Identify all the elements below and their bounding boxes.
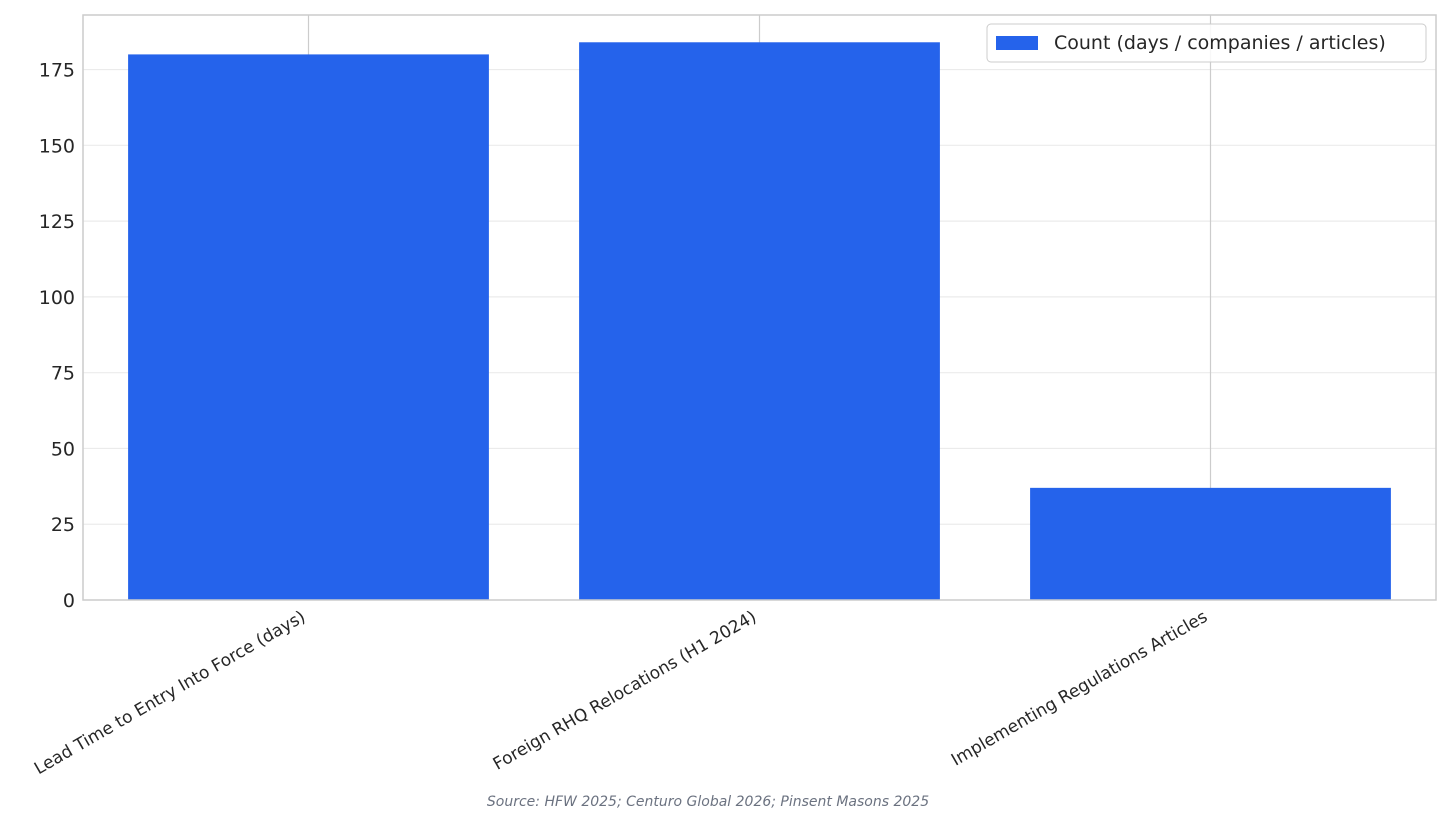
legend: Count (days / companies / articles) <box>986 23 1427 63</box>
legend-swatch <box>996 36 1038 50</box>
y-tick-label: 100 <box>39 287 75 309</box>
y-tick-label: 125 <box>39 211 75 233</box>
y-tick-label: 25 <box>51 514 75 536</box>
y-axis-ticks: 0 25 50 75 100 125 150 175 <box>39 60 75 612</box>
legend-label: Count (days / companies / articles) <box>1054 32 1386 54</box>
y-tick-label: 50 <box>51 438 75 460</box>
y-tick-label: 150 <box>39 135 75 157</box>
bar <box>1030 487 1391 600</box>
bar <box>128 54 489 600</box>
y-tick-label: 175 <box>39 60 75 82</box>
bars <box>128 42 1391 601</box>
source-note: Source: HFW 2025; Centuro Global 2026; P… <box>487 794 929 810</box>
bar <box>579 42 940 601</box>
y-tick-label: 75 <box>51 363 75 385</box>
x-axis-ticks: Lead Time to Entry Into Force (days) Fore… <box>31 607 1211 779</box>
axes-frame <box>82 14 1437 601</box>
x-tick-label: Lead Time to Entry Into Force (days) <box>31 607 309 779</box>
y-tick-label: 0 <box>63 590 75 612</box>
x-tick-label: Implementing Regulations Articles <box>948 607 1211 770</box>
x-tick-label: Foreign RHQ Relocations (H1 2024) <box>490 607 760 775</box>
legend-box <box>986 23 1427 63</box>
